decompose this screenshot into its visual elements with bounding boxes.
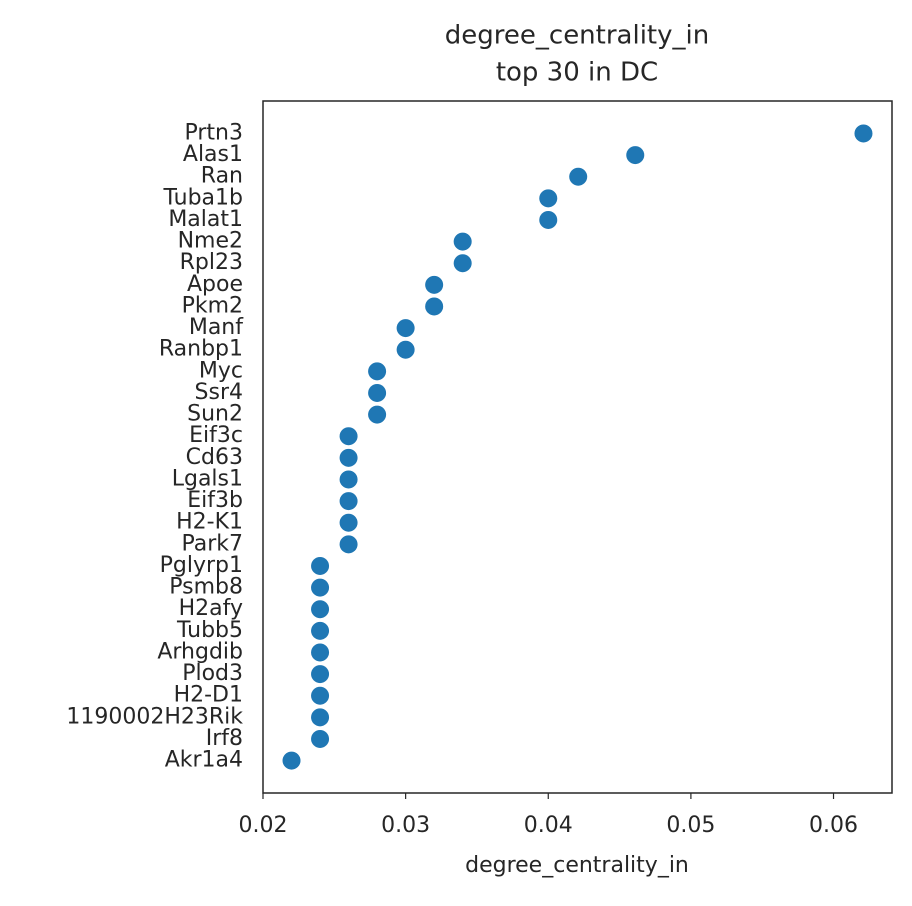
dot — [368, 383, 387, 402]
y-tick-label: Tuba1b — [163, 185, 243, 210]
dot — [368, 405, 387, 424]
dot — [339, 427, 358, 446]
y-tick-label: Eif3b — [187, 488, 243, 513]
dot — [311, 665, 330, 684]
plot-frame — [262, 100, 893, 794]
dot — [539, 210, 558, 229]
dot — [569, 167, 588, 186]
dot — [539, 189, 558, 208]
dot — [453, 232, 472, 251]
y-tick-label: Rpl23 — [180, 250, 243, 275]
y-tick-label: Sun2 — [187, 402, 243, 427]
x-tick-label: 0.05 — [666, 813, 715, 838]
y-tick-label: Ran — [201, 164, 243, 189]
dot — [311, 578, 330, 597]
y-tick-label: Ranbp1 — [159, 337, 243, 362]
y-tick-label: Psmb8 — [169, 575, 243, 600]
dot — [311, 600, 330, 619]
y-tick-label: Apoe — [187, 272, 243, 297]
y-tick-label: Cd63 — [186, 445, 243, 470]
dot — [311, 621, 330, 640]
dot — [311, 643, 330, 662]
dot — [339, 535, 358, 554]
chart-title: degree_centrality_in — [445, 21, 709, 51]
dot — [339, 513, 358, 532]
dot — [425, 297, 444, 316]
y-tick-label: Lgals1 — [172, 466, 243, 491]
dot — [425, 275, 444, 294]
dot — [339, 448, 358, 467]
y-tick-label: Pglyrp1 — [160, 553, 243, 578]
y-tick-label: Alas1 — [183, 142, 243, 167]
chart-subtitle: top 30 in DC — [496, 58, 658, 88]
x-tick-label: 0.02 — [239, 813, 288, 838]
dot — [626, 146, 645, 165]
y-tick-label: Pkm2 — [182, 293, 243, 318]
y-tick-label: Myc — [199, 358, 243, 383]
dot — [311, 729, 330, 748]
dot — [368, 362, 387, 381]
x-tick-label: 0.04 — [524, 813, 573, 838]
dot — [339, 470, 358, 489]
y-tick-label: 1190002H23Rik — [66, 704, 243, 729]
y-tick-label: Plod3 — [182, 661, 243, 686]
x-axis-label: degree_centrality_in — [465, 853, 689, 878]
y-tick-label: Akr1a4 — [165, 748, 243, 773]
y-tick-label: Prtn3 — [185, 120, 244, 145]
dot — [453, 254, 472, 273]
dot — [339, 492, 358, 511]
y-tick-label: H2-D1 — [174, 683, 243, 708]
y-tick-label: H2-K1 — [176, 510, 243, 535]
y-tick-label: Nme2 — [178, 229, 243, 254]
dot — [396, 340, 415, 359]
y-tick-label: Tubb5 — [176, 618, 243, 643]
dot — [311, 686, 330, 705]
y-tick-label: Manf — [189, 315, 244, 340]
y-tick-label: Park7 — [181, 531, 243, 556]
dot — [311, 708, 330, 727]
dot — [854, 124, 873, 143]
x-tick-label: 0.03 — [381, 813, 430, 838]
y-tick-label: H2afy — [179, 596, 243, 621]
dot — [396, 319, 415, 338]
x-tick-label: 0.06 — [809, 813, 858, 838]
y-tick-label: Irf8 — [206, 726, 243, 751]
y-tick-label: Ssr4 — [195, 380, 243, 405]
dot — [282, 751, 301, 770]
y-tick-label: Malat1 — [168, 207, 243, 232]
y-tick-label: Eif3c — [189, 423, 243, 448]
y-tick-label: Arhgdib — [157, 639, 243, 664]
dot — [311, 556, 330, 575]
